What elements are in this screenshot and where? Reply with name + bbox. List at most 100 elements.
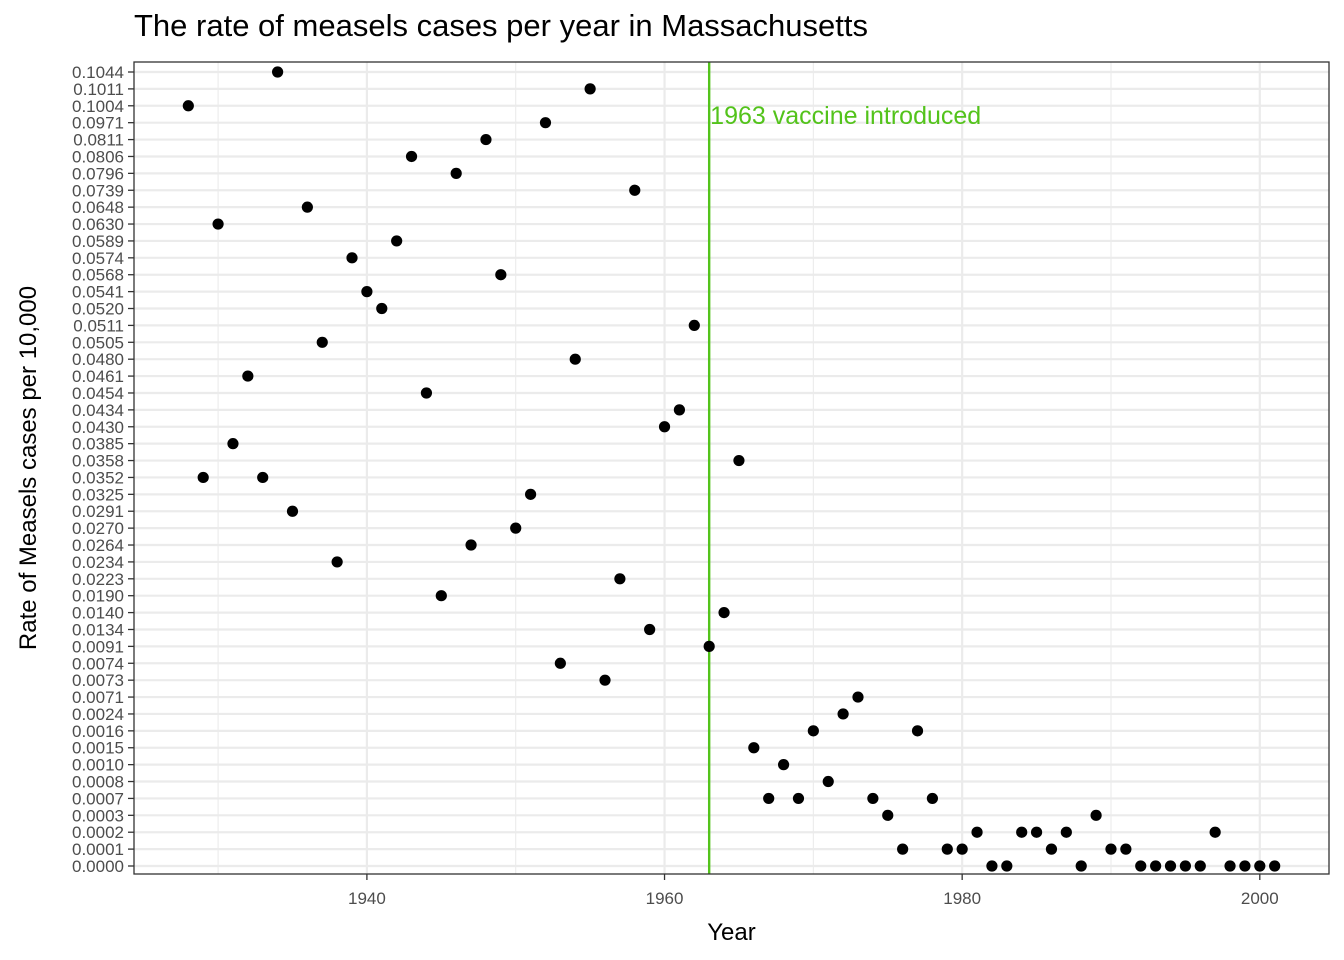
- data-point: [510, 522, 522, 534]
- data-point: [703, 640, 715, 652]
- data-point: [822, 775, 834, 788]
- data-point: [644, 623, 656, 636]
- data-point: [882, 809, 894, 821]
- y-tick-label: 0.0568: [72, 266, 124, 285]
- panel-border: [133, 61, 1330, 875]
- y-tick-label: 0.0648: [72, 198, 124, 217]
- data-point: [1120, 843, 1132, 855]
- data-point: [1105, 843, 1117, 855]
- y-tick-label: 0.0134: [72, 620, 124, 639]
- data-point: [257, 471, 269, 484]
- data-point: [971, 826, 983, 838]
- data-point: [480, 133, 492, 146]
- data-point: [1269, 860, 1281, 872]
- data-point: [286, 505, 299, 517]
- data-point: [986, 860, 998, 872]
- data-point: [1239, 860, 1251, 872]
- data-point: [926, 792, 939, 805]
- chart-title: The rate of measels cases per year in Ma…: [134, 8, 868, 43]
- y-tick-label: 0.0140: [72, 604, 124, 623]
- y-tick-label: 0.0480: [72, 350, 124, 369]
- y-tick-label: 0.0074: [72, 654, 124, 673]
- y-tick-label: 0.0358: [72, 452, 124, 471]
- y-tick-label: 0.0739: [72, 181, 124, 200]
- y-axis: 0.00000.00010.00020.00030.00070.00080.00…: [72, 63, 134, 876]
- data-point: [212, 218, 224, 230]
- y-tick-label: 0.0291: [72, 502, 124, 521]
- data-point: [316, 336, 328, 348]
- data-point: [1060, 826, 1072, 838]
- y-tick-label: 0.0010: [72, 756, 124, 775]
- data-point: [658, 421, 671, 433]
- y-tick-label: 0.0454: [72, 384, 124, 403]
- data-point: [391, 235, 403, 247]
- data-point: [524, 488, 537, 500]
- data-point: [1016, 826, 1028, 838]
- y-tick-label: 0.1011: [73, 80, 124, 99]
- y-tick-label: 0.0234: [72, 553, 124, 572]
- data-point: [792, 792, 805, 805]
- x-axis: 1940 1960 1980 2000: [348, 874, 1279, 908]
- data-point: [539, 117, 552, 129]
- x-tick-label: 2000: [1241, 889, 1279, 908]
- data-point: [956, 843, 968, 855]
- data-point: [897, 843, 909, 855]
- y-tick-label: 0.0430: [72, 418, 124, 437]
- grid-lines: [134, 62, 1329, 874]
- data-point: [1090, 809, 1102, 821]
- y-tick-label: 0.0505: [72, 333, 124, 352]
- y-tick-label: 0.0015: [72, 739, 124, 758]
- y-tick-label: 0.0223: [72, 570, 124, 589]
- data-point: [465, 539, 477, 551]
- data-point: [1209, 826, 1221, 838]
- data-point: [941, 843, 953, 855]
- data-point: [346, 252, 358, 264]
- y-tick-label: 0.0541: [72, 283, 124, 302]
- y-tick-label: 0.0806: [72, 147, 124, 166]
- data-point: [1045, 843, 1058, 855]
- data-point: [584, 83, 596, 95]
- data-point: [599, 674, 611, 686]
- y-tick-label: 0.0796: [72, 164, 124, 183]
- y-tick-label: 0.0073: [72, 671, 124, 690]
- data-point: [807, 725, 819, 737]
- data-point: [837, 708, 849, 720]
- data-point: [420, 387, 433, 399]
- y-tick-label: 0.0574: [72, 249, 124, 268]
- data-point: [405, 150, 418, 163]
- y-tick-label: 0.0520: [72, 300, 124, 319]
- y-tick-label: 0.0190: [72, 587, 124, 606]
- data-point: [748, 742, 760, 754]
- y-axis-title: Rate of Measels cases per 10,000: [15, 286, 42, 650]
- data-point: [1224, 860, 1236, 872]
- y-tick-label: 0.0016: [72, 722, 124, 741]
- data-point: [852, 691, 864, 703]
- y-tick-label: 0.0385: [72, 435, 124, 454]
- y-tick-label: 0.0024: [72, 705, 124, 724]
- data-point: [272, 66, 284, 78]
- y-tick-label: 0.0352: [72, 468, 124, 487]
- y-tick-label: 0.0264: [72, 536, 124, 555]
- data-point: [301, 201, 313, 213]
- y-tick-label: 0.0002: [72, 823, 124, 842]
- y-tick-label: 0.0461: [72, 367, 124, 386]
- data-point: [1150, 860, 1162, 872]
- data-point: [733, 454, 745, 467]
- data-point: [763, 792, 775, 805]
- data-point: [376, 302, 388, 315]
- data-point: [227, 438, 239, 450]
- data-point: [182, 100, 194, 112]
- x-tick-label: 1980: [943, 889, 981, 908]
- data-point: [331, 556, 343, 568]
- y-tick-label: 0.0811: [73, 131, 124, 150]
- data-point: [1135, 860, 1147, 872]
- data-point: [242, 370, 254, 382]
- x-tick-label: 1960: [646, 889, 684, 908]
- y-tick-label: 0.1004: [72, 97, 124, 116]
- y-tick-label: 0.0589: [72, 232, 124, 251]
- x-tick-label: 1940: [348, 889, 386, 908]
- data-point: [1001, 860, 1013, 872]
- panel-background: [134, 62, 1329, 874]
- data-point: [777, 759, 790, 771]
